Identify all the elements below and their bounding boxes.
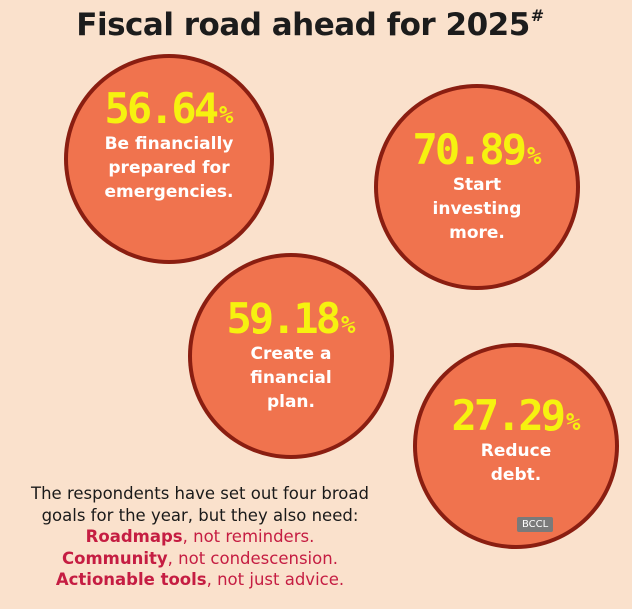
- need-item: Community, not condescension.: [0, 548, 400, 570]
- need-highlight: Community: [62, 548, 168, 568]
- goal-bubble-reduce-debt: 27.29% Reduce debt.: [417, 347, 615, 545]
- goal-label: Reduce debt.: [480, 441, 552, 485]
- goal-bubble-financial-plan: 59.18% Create a financial plan.: [192, 257, 390, 455]
- goal-value: 70.89: [412, 125, 527, 174]
- need-item: Actionable tools, not just advice.: [0, 569, 400, 591]
- percent-sign: %: [565, 408, 581, 436]
- summary-intro-line: goals for the year, but they also need:: [41, 505, 359, 525]
- goal-percentage: 56.64%: [105, 88, 234, 130]
- goal-bubble-investing: 70.89% Start investing more.: [378, 88, 576, 286]
- summary-text: The respondents have set out four broad …: [0, 483, 400, 591]
- goal-label: Create a financial plan.: [250, 344, 332, 412]
- goal-percentage: 70.89%: [413, 129, 542, 171]
- title-footnote-mark: #: [530, 6, 544, 25]
- goal-label: Be financially prepared for emergencies.: [104, 134, 234, 202]
- need-highlight: Actionable tools: [55, 570, 207, 589]
- need-item: Roadmaps, not reminders.: [0, 526, 400, 548]
- need-rest: , not reminders.: [182, 527, 315, 546]
- summary-intro-line: The respondents have set out four broad: [31, 484, 369, 503]
- percent-sign: %: [218, 101, 234, 129]
- goal-label: Start investing more.: [432, 175, 522, 243]
- goal-percentage: 59.18%: [227, 298, 356, 340]
- need-rest: , not condescension.: [167, 548, 338, 568]
- title-text: Fiscal road ahead for 2025: [76, 7, 530, 43]
- need-highlight: Roadmaps: [85, 527, 183, 546]
- need-rest: , not just advice.: [206, 570, 345, 589]
- goal-value: 56.64: [104, 84, 219, 133]
- goal-value: 27.29: [451, 391, 566, 440]
- watermark-badge: BCCL: [517, 517, 554, 532]
- goal-value: 59.18: [226, 294, 341, 343]
- percent-sign: %: [526, 142, 542, 170]
- goal-bubble-emergencies: 56.64% Be financially prepared for emerg…: [68, 58, 270, 260]
- page-title: Fiscal road ahead for 2025#: [0, 6, 620, 43]
- goal-percentage: 27.29%: [452, 395, 581, 437]
- percent-sign: %: [340, 311, 356, 339]
